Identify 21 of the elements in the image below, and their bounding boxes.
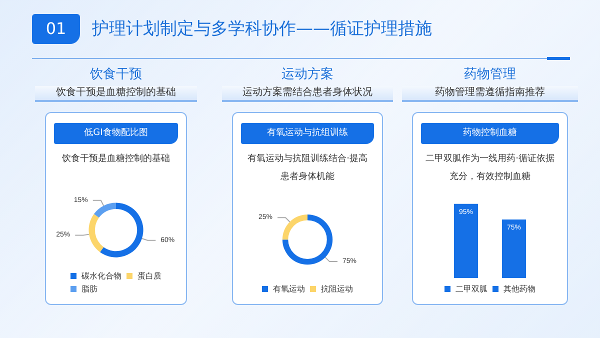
text: 运动方案需结合患者身体状况	[222, 86, 393, 102]
legend-label: 抗阻运动	[321, 284, 353, 294]
chart-subtitle: 饮食干预是血糖控制的基础	[61, 152, 171, 166]
legend-label: 脂肪	[82, 284, 98, 294]
text: 药物管理需遵循指南推荐	[402, 86, 578, 102]
legend-label: 二甲双胍	[456, 284, 488, 294]
legend-label: 蛋白质	[138, 272, 162, 280]
text: 护理计划制定与多学科协作——循证护理措施	[92, 18, 432, 40]
chart-subtitle: 二甲双胍作为一线用药·循证依据充分，有效控制血糖	[424, 152, 556, 184]
chart-title: 有氧运动与抗组训练	[241, 123, 374, 144]
text: 饮食干预是血糖控制的基础	[35, 86, 197, 102]
legend-label: 其他药物	[504, 284, 536, 294]
text: 01	[32, 14, 80, 44]
text: 药物管理	[463, 66, 517, 84]
text: 运动方案	[280, 66, 334, 84]
legend-label: 碳水化合物	[80, 272, 122, 280]
chart-subtitle: 有氧运动与抗阻训练结合·提高患者身体机能	[246, 152, 368, 184]
chart-title: 低GI食物配比图	[54, 123, 178, 144]
chart-title: 药物控制血糖	[421, 123, 559, 144]
legend-label: 有氧运动	[273, 284, 305, 294]
text: 饮食干预	[89, 66, 143, 84]
